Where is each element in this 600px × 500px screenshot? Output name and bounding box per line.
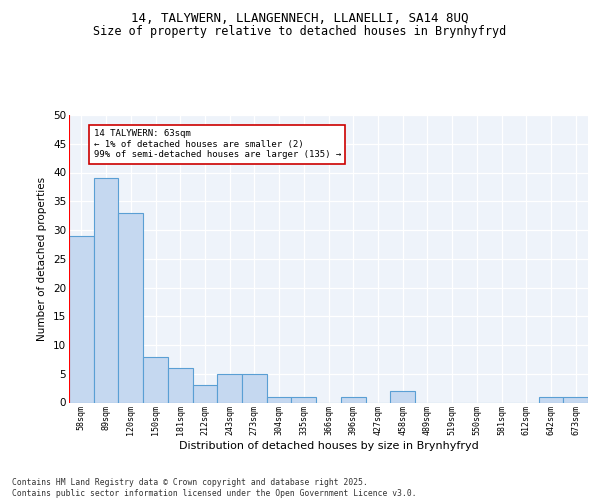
Text: Contains HM Land Registry data © Crown copyright and database right 2025.
Contai: Contains HM Land Registry data © Crown c…	[12, 478, 416, 498]
Bar	[143, 356, 168, 403]
Bar	[193, 385, 217, 402]
Bar	[292, 397, 316, 402]
Bar	[242, 374, 267, 402]
Bar	[69, 236, 94, 402]
Bar	[390, 391, 415, 402]
Text: 14 TALYWERN: 63sqm
← 1% of detached houses are smaller (2)
99% of semi-detached : 14 TALYWERN: 63sqm ← 1% of detached hous…	[94, 130, 341, 159]
Bar	[563, 397, 588, 402]
Y-axis label: Number of detached properties: Number of detached properties	[37, 176, 47, 341]
X-axis label: Distribution of detached houses by size in Brynhyfryd: Distribution of detached houses by size …	[179, 441, 478, 451]
Bar	[341, 397, 365, 402]
Text: 14, TALYWERN, LLANGENNECH, LLANELLI, SA14 8UQ: 14, TALYWERN, LLANGENNECH, LLANELLI, SA1…	[131, 12, 469, 26]
Bar	[94, 178, 118, 402]
Bar	[168, 368, 193, 402]
Bar	[217, 374, 242, 402]
Bar	[267, 397, 292, 402]
Text: Size of property relative to detached houses in Brynhyfryd: Size of property relative to detached ho…	[94, 25, 506, 38]
Bar	[118, 213, 143, 402]
Bar	[539, 397, 563, 402]
